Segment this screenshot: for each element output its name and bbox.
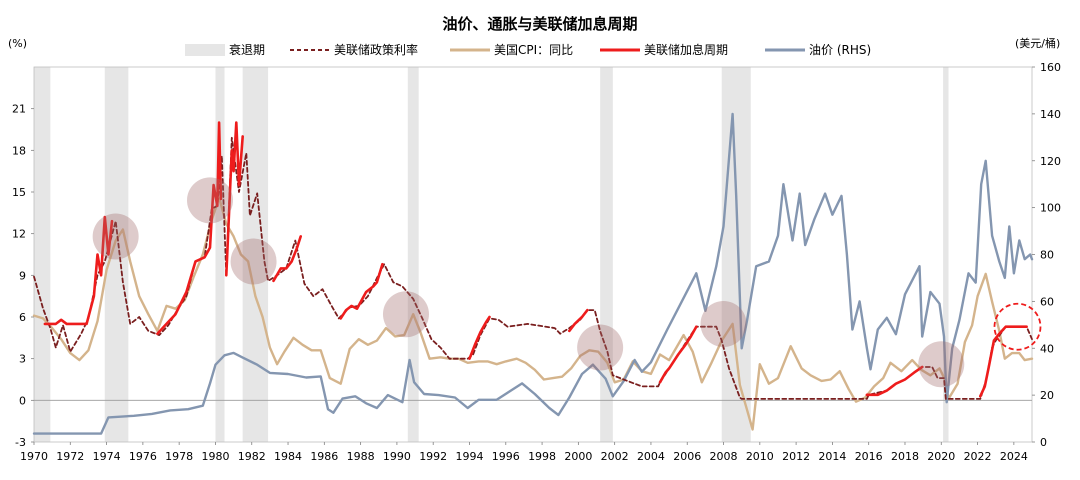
recession-band [943,67,949,442]
x-tick-label: 2004 [637,450,665,463]
y-left-tick-label: 3 [19,353,26,366]
highlight-circle [382,291,429,338]
y-right-tick-label: 0 [1040,436,1047,449]
series-line-cpi-yoy [32,196,1034,431]
chart-title: 油价、通胀与美联储加息周期 [442,15,637,33]
y-left-tick-label: 21 [12,103,26,116]
x-tick-label: 1976 [129,450,157,463]
y-right-tick-label: 20 [1040,389,1054,402]
highlight-circle [92,213,139,260]
x-tick-label: 1978 [165,450,193,463]
legend-item-oil-price-label: 油价 (RHS) [809,43,871,57]
series-line-fed-hike-cycle [43,121,1028,398]
y-axis-right-label: (美元/桶) [1015,36,1060,50]
y-left-tick-label: 15 [12,186,26,199]
x-tick-label: 2024 [1000,450,1028,463]
y-left-tick-label: -3 [15,436,26,449]
highlight-circle [187,177,234,224]
highlight-circle [700,300,747,347]
legend-item-cpi-yoy-label: 美国CPI：同比 [494,43,573,57]
legend-item-recession-swatch [185,44,225,56]
x-tick-label: 2014 [818,450,846,463]
highlight-circle [230,238,277,285]
y-left-tick-label: 12 [12,228,26,241]
highlight-circle [577,324,624,371]
legend: 衰退期 美联储政策利率 美国CPI：同比 美联储加息周期 油价 (RHS) [185,42,871,57]
x-tick-label: 2008 [710,450,738,463]
series-group [32,112,1034,435]
axes: 1970 1972 1974 1976 1978 1980 1982 1984 1986 1988… [12,61,1061,463]
y-right-tick-label: 60 [1040,295,1054,308]
x-tick-label: 1998 [528,450,556,463]
y-axis-left-label: (%) [8,37,27,50]
x-tick-label: 2020 [927,450,955,463]
highlight-dashed-circle [993,302,1042,351]
x-tick-label: 2012 [782,450,810,463]
recession-band [104,67,129,442]
x-tick-label: 1992 [419,450,447,463]
x-tick-label: 2010 [746,450,774,463]
x-tick-label: 2002 [601,450,629,463]
x-tick-label: 2016 [855,450,883,463]
y-right-tick-label: 160 [1040,61,1061,74]
x-tick-label: 2006 [673,450,701,463]
y-right-tick-label: 100 [1040,202,1061,215]
recession-band [215,67,225,442]
series-line-oil-price [32,112,1034,435]
series-line-fed-policy-rate [33,136,1033,400]
y-left-tick-label: 6 [19,311,26,324]
x-tick-label: 1980 [201,450,229,463]
legend-item-fed-hike-cycle-label: 美联储加息周期 [644,42,728,57]
x-tick-label: 2022 [964,450,992,463]
recession-band [721,67,751,442]
y-left-tick-label: 18 [12,144,26,157]
y-right-tick-label: 120 [1040,155,1061,168]
recession-bands [34,67,949,442]
x-tick-label: 1986 [310,450,338,463]
recession-band [34,67,51,442]
y-left-tick-label: 0 [19,394,26,407]
x-tick-label: 1988 [347,450,375,463]
x-tick-label: 1994 [455,450,483,463]
x-tick-label: 1974 [93,450,121,463]
legend-item-recession-label: 衰退期 [229,42,265,57]
y-right-tick-label: 40 [1040,342,1054,355]
x-tick-label: 1990 [383,450,411,463]
x-tick-label: 2018 [891,450,919,463]
x-tick-label: 1972 [56,450,84,463]
y-left-tick-label: 9 [19,269,26,282]
annotations [92,177,1042,388]
x-tick-label: 1996 [492,450,520,463]
x-tick-label: 2000 [564,450,592,463]
recession-band [407,67,419,442]
legend-item-fed-policy-rate-label: 美联储政策利率 [334,42,418,57]
y-right-tick-label: 80 [1040,249,1054,262]
x-tick-label: 1984 [274,450,302,463]
highlight-circle [918,341,965,388]
recession-band [600,67,613,442]
x-tick-label: 1982 [238,450,266,463]
y-right-tick-label: 140 [1040,108,1061,121]
plot-frame [33,66,1033,443]
x-tick-label: 1970 [20,450,48,463]
